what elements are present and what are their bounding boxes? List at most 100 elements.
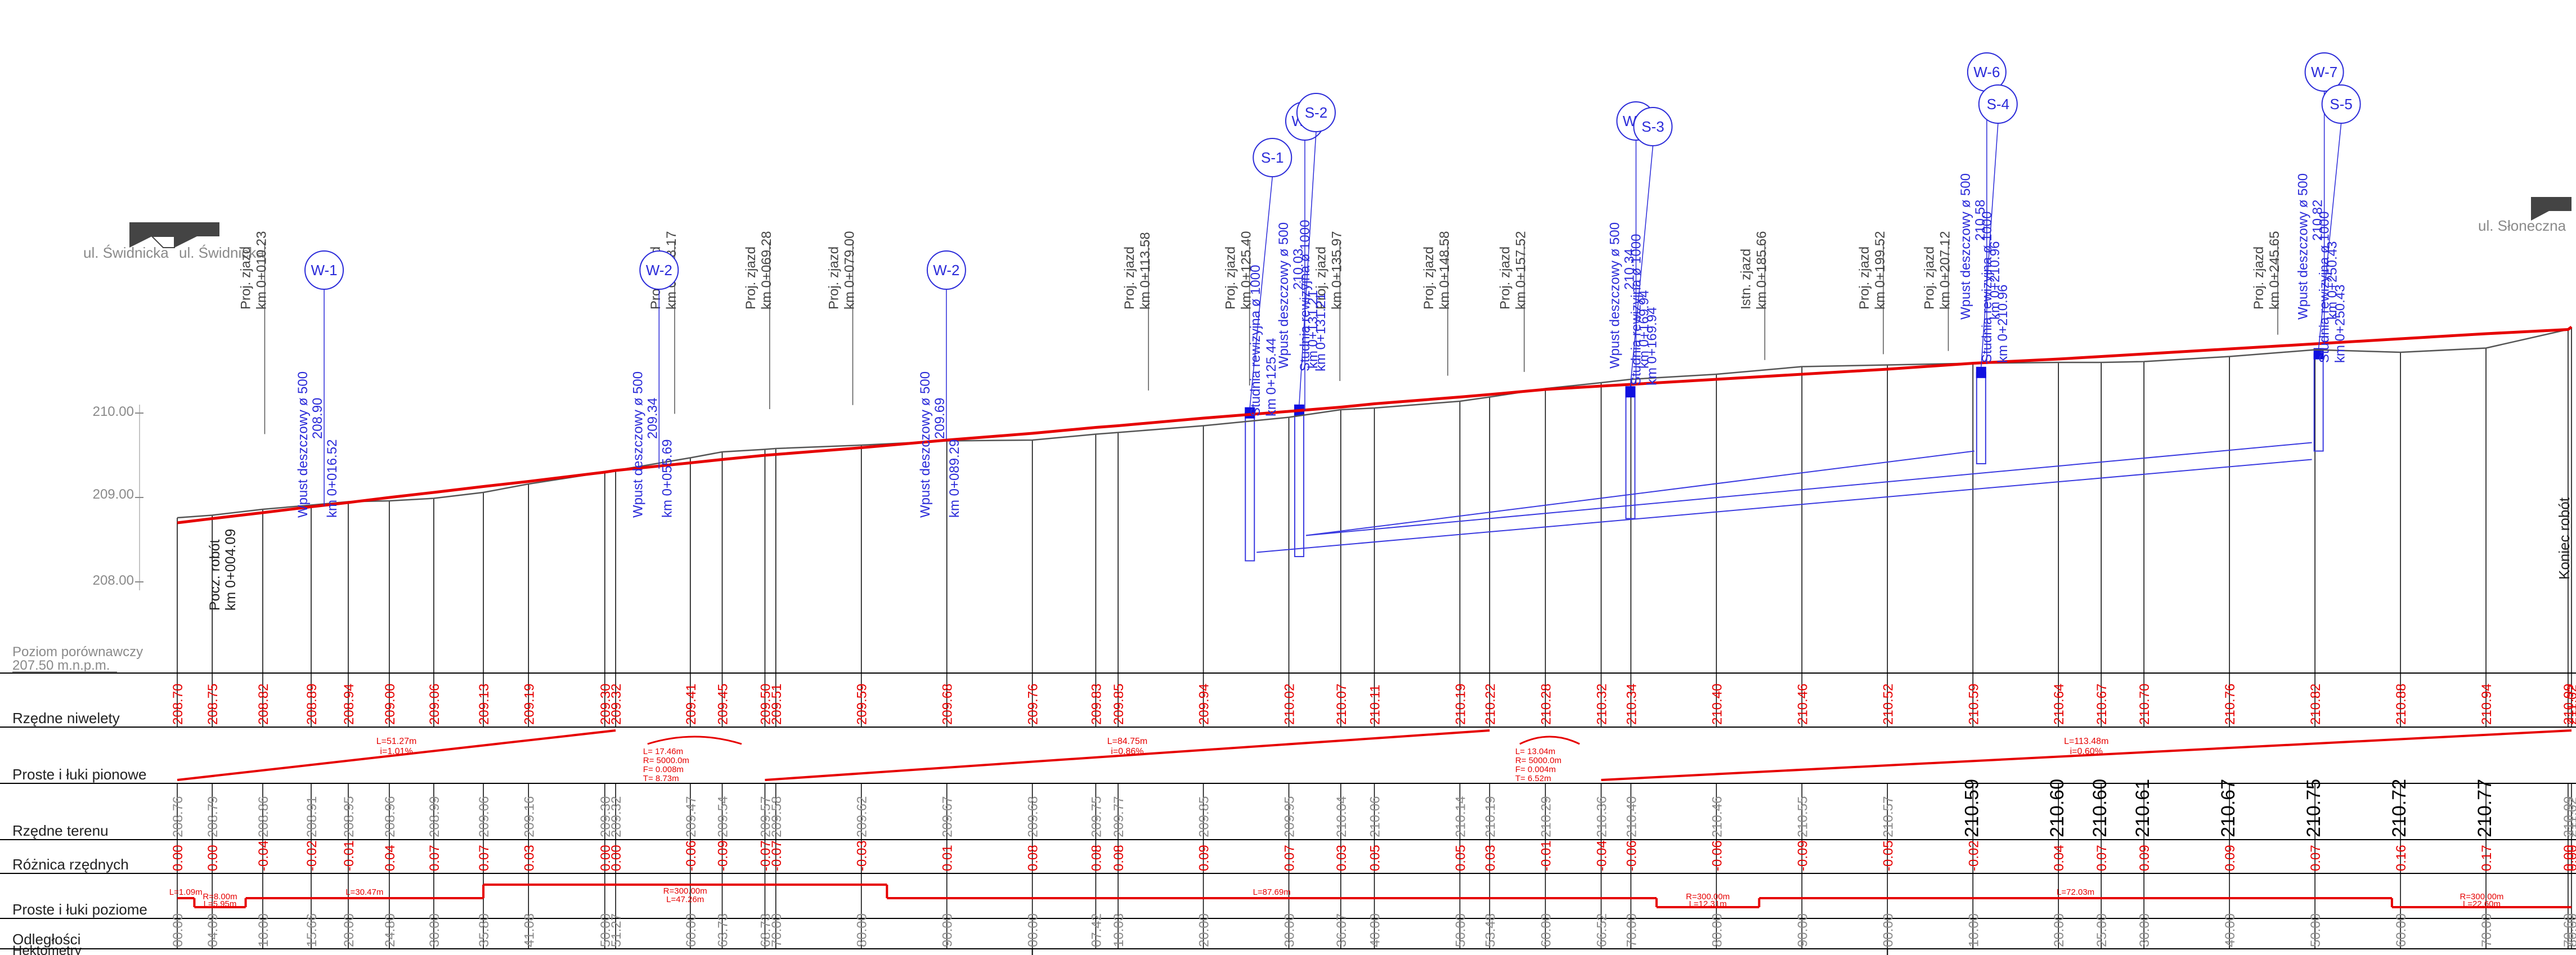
difference-value: 0.08 xyxy=(1111,845,1127,871)
niweleta-value: 209.41 xyxy=(684,684,699,725)
vertical-tangent-grade: i=0.86% xyxy=(1111,747,1143,756)
profile-table-values: 208.70 208.76 0.00 208.75 208.79 0.00 208.82 20… xyxy=(170,684,2576,947)
niweleta-value: 209.85 xyxy=(1111,684,1127,725)
distance-value: 00.00 xyxy=(1881,913,1896,947)
distance-value: 50.00 xyxy=(2308,913,2323,947)
difference-value: 0.07 xyxy=(477,845,492,871)
horizontal-arc-length: L=12.31m xyxy=(1689,899,1727,909)
niweleta-value: 209.19 xyxy=(522,684,537,725)
niweleta-value: 210.88 xyxy=(2394,684,2409,725)
inlet-km: km 0+131.21 xyxy=(1305,290,1321,369)
distance-value: 20.00 xyxy=(1197,913,1212,947)
left-street-name-2: ul. Świdnicka xyxy=(179,244,264,261)
end-of-works: Koniec robót xyxy=(2556,497,2573,580)
y-tick-label: 209.00 xyxy=(93,487,134,502)
vertical-arc-param: F= 0.008m xyxy=(643,765,684,774)
driveway-label: Proj. zjazd xyxy=(1122,246,1137,310)
niweleta-value: 210.11 xyxy=(1368,684,1383,725)
terrain-value: 210.04 xyxy=(1334,796,1349,837)
niweleta-value: 210.07 xyxy=(1334,684,1349,725)
niweleta-value: 209.51 xyxy=(769,684,784,725)
difference-value: -0.01 xyxy=(342,840,357,871)
vertical-tangent-grade: i=0.60% xyxy=(2070,747,2103,756)
vertical-tangent xyxy=(765,729,1490,781)
terrain-value: 210.29 xyxy=(1538,796,1554,837)
driveway-label: Proj. zjazd xyxy=(1421,246,1437,310)
niweleta-value: 210.34 xyxy=(1624,684,1639,725)
distance-value: 30.00 xyxy=(2137,913,2152,947)
distance-value: 04.09 xyxy=(205,913,221,947)
niweleta-value: 209.13 xyxy=(477,684,492,725)
difference-value: 0.09 xyxy=(2137,845,2152,871)
driveway-label: Proj. zjazd xyxy=(827,246,842,310)
inlet-km: km 0+089.29 xyxy=(947,440,962,518)
inlet-tag-id: W-7 xyxy=(2311,64,2337,80)
difference-value: -0.01 xyxy=(1538,840,1554,871)
terrain-value: 210.40 xyxy=(1624,796,1639,837)
vertical-arc-param: T= 6.52m xyxy=(1515,774,1551,783)
distance-value: 68.73 xyxy=(758,913,773,947)
driveway-label: Proj. zjazd xyxy=(1498,246,1513,310)
inlet-elevation: 210.58 xyxy=(1973,200,1988,241)
difference-value: 0.00 xyxy=(609,845,624,871)
distance-value: 15.66 xyxy=(304,913,320,947)
terrain-value: 210.77 xyxy=(2474,779,2496,837)
start-km: km 0+004.09 xyxy=(223,529,239,611)
drainage-network xyxy=(1245,348,2324,562)
distance-value: 70.00 xyxy=(1624,913,1639,947)
vertical-arc-param: L= 13.04m xyxy=(1515,747,1555,756)
difference-value: -0.03 xyxy=(855,840,870,871)
terrain-value: 210.36 xyxy=(1595,796,1610,837)
sewer-pipe xyxy=(1305,442,2312,536)
niweleta-value: 208.89 xyxy=(304,684,320,725)
inlet-label: Wpust deszczowy ø 500 xyxy=(630,371,645,518)
driveway-km: km 0+069.28 xyxy=(759,231,774,310)
niweleta-value: 210.02 xyxy=(1282,684,1298,725)
distance-value: 60.00 xyxy=(1538,913,1554,947)
distance-value: 50.00 xyxy=(1453,913,1468,947)
niweleta-value: 211.02 xyxy=(2565,684,2576,725)
niweleta-value: 210.22 xyxy=(1483,684,1498,725)
difference-value: 0.09 xyxy=(2223,845,2238,871)
terrain-value: 210.46 xyxy=(1709,796,1725,837)
distance-value: 36.07 xyxy=(1334,913,1349,947)
niweleta-value: 210.76 xyxy=(2223,684,2238,725)
niweleta-value: 210.67 xyxy=(2094,684,2110,725)
y-tick-label: 208.00 xyxy=(93,573,134,588)
difference-value: 0.17 xyxy=(2479,845,2494,871)
driveway-km: km 0+199.52 xyxy=(1873,231,1888,310)
niweleta-value: 208.75 xyxy=(205,684,221,725)
terrain-value: 210.55 xyxy=(1795,796,1810,837)
terrain-value: 209.54 xyxy=(715,796,730,837)
terrain-value: 209.06 xyxy=(477,796,492,837)
terrain-value: 209.57 xyxy=(758,796,773,837)
terrain-value: 209.16 xyxy=(522,796,537,837)
street-marker-left: ul. Świdnicka ul. Świdnicka xyxy=(83,222,264,261)
manhole-top xyxy=(1625,386,1636,398)
terrain-value: 210.99 xyxy=(2561,796,2576,837)
start-label: Pocz. robót xyxy=(207,539,223,611)
niweleta-value: 210.82 xyxy=(2308,684,2323,725)
inlet-label: Wpust deszczowy ø 500 xyxy=(1958,173,1973,320)
difference-value: -0.09 xyxy=(1795,840,1810,871)
inlet-label: Wpust deszczowy ø 500 xyxy=(1607,222,1622,369)
distance-value: 63.73 xyxy=(715,913,730,947)
driveway-label: Proj. zjazd xyxy=(1857,246,1872,310)
inlet-elevation: 209.69 xyxy=(932,398,948,439)
difference-value: 0.04 xyxy=(383,845,398,871)
y-axis-ticks: 210.00 209.00 208.00 xyxy=(93,404,134,588)
terrain-value: 208.95 xyxy=(342,796,357,837)
manhole-leader xyxy=(1630,145,1654,387)
terrain-value: 209.68 xyxy=(1026,796,1041,837)
terrain-value: 210.14 xyxy=(1453,796,1468,837)
niweleta-value: 210.46 xyxy=(1795,684,1810,725)
terrain-value: 210.60 xyxy=(2047,779,2068,837)
row-label-niwelety: Rzędne niwelety xyxy=(12,710,120,727)
niweleta-value: 209.59 xyxy=(855,684,870,725)
distance-value: 90.00 xyxy=(1795,913,1810,947)
driveway-km: km 0+079.00 xyxy=(842,231,858,310)
driveway-km: km 0+135.97 xyxy=(1329,231,1344,310)
difference-value: 0.00 xyxy=(2565,845,2576,871)
difference-value: 0.00 xyxy=(205,845,221,871)
